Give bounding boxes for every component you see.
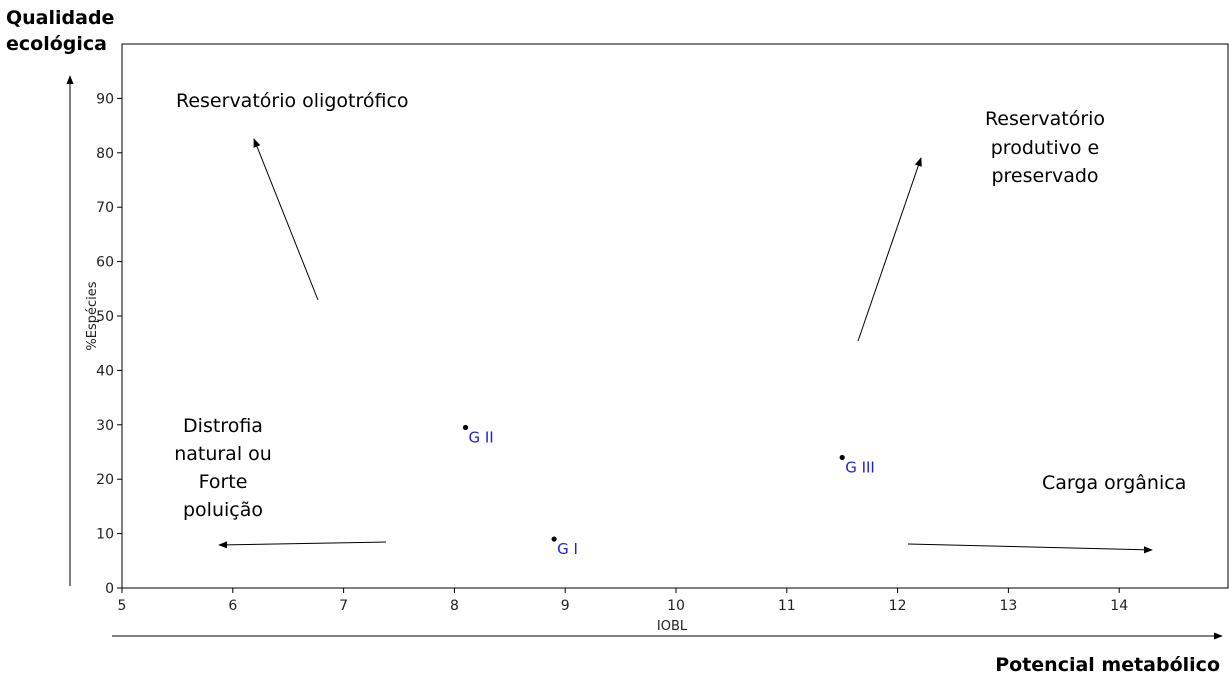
arrow-carga-organica bbox=[907, 543, 1153, 554]
outer-y-label-line-1: Qualidade bbox=[6, 7, 114, 29]
annotation-distrofia-line-2: natural ou bbox=[174, 443, 272, 465]
y-tick-label: 60 bbox=[96, 255, 114, 271]
x-tick-label: 14 bbox=[1110, 598, 1128, 614]
scatter-point bbox=[551, 536, 557, 542]
x-tick-label: 11 bbox=[778, 598, 796, 614]
x-tick-label: 6 bbox=[228, 598, 237, 614]
x-axis-ticks: 5 6 7 8 9 10 11 12 13 14 bbox=[118, 588, 1128, 614]
annotation-distrofia-line-1: Distrofia bbox=[183, 415, 263, 437]
annotation-produtivo-line-2: produtivo e bbox=[991, 137, 1100, 159]
point-label: G III bbox=[845, 458, 875, 476]
annotation-distrofia-line-4: poluição bbox=[183, 499, 263, 521]
y-tick-label: 30 bbox=[96, 418, 114, 434]
y-tick-label: 10 bbox=[96, 527, 114, 543]
point-label: G I bbox=[557, 540, 578, 558]
x-axis-title: IOBL bbox=[657, 619, 688, 634]
y-tick-label: 70 bbox=[96, 200, 114, 216]
y-axis-ticks: 0 10 20 30 40 50 60 70 80 90 bbox=[96, 91, 122, 597]
y-tick-label: 40 bbox=[96, 363, 114, 379]
annotation-oligotrofico: Reservatório oligotrófico bbox=[176, 90, 409, 112]
x-tick-label: 5 bbox=[118, 598, 127, 614]
outer-y-label-line-2: ecológica bbox=[6, 33, 107, 55]
annotation-produtivo-line-1: Reservatório bbox=[985, 108, 1105, 130]
scatter-point bbox=[839, 454, 845, 461]
x-tick-label: 10 bbox=[667, 598, 685, 614]
y-tick-label: 80 bbox=[96, 146, 114, 162]
scatter-point bbox=[462, 424, 469, 431]
scatter-points: G I G II G III bbox=[462, 424, 875, 558]
x-tick-label: 13 bbox=[999, 598, 1017, 614]
annotation-carga-organica: Carga orgânica bbox=[1042, 472, 1186, 494]
arrow-distrofia bbox=[218, 541, 387, 549]
point-label: G II bbox=[468, 429, 493, 447]
annotation-distrofia-line-3: Forte bbox=[199, 471, 248, 493]
outer-x-label: Potencial metabólico bbox=[995, 654, 1220, 676]
y-axis-title: %Espécies bbox=[85, 281, 100, 350]
y-tick-label: 20 bbox=[96, 472, 114, 488]
y-tick-label: 0 bbox=[105, 581, 114, 597]
y-tick-label: 50 bbox=[96, 309, 114, 325]
x-tick-label: 12 bbox=[889, 598, 907, 614]
x-tick-label: 9 bbox=[561, 598, 570, 614]
x-tick-label: 7 bbox=[339, 598, 348, 614]
annotation-produtivo-line-3: preservado bbox=[991, 165, 1098, 187]
arrow-produtivo bbox=[857, 157, 922, 342]
x-tick-label: 8 bbox=[450, 598, 459, 614]
arrow-oligotrofico bbox=[253, 138, 319, 301]
y-tick-label: 90 bbox=[96, 91, 114, 107]
